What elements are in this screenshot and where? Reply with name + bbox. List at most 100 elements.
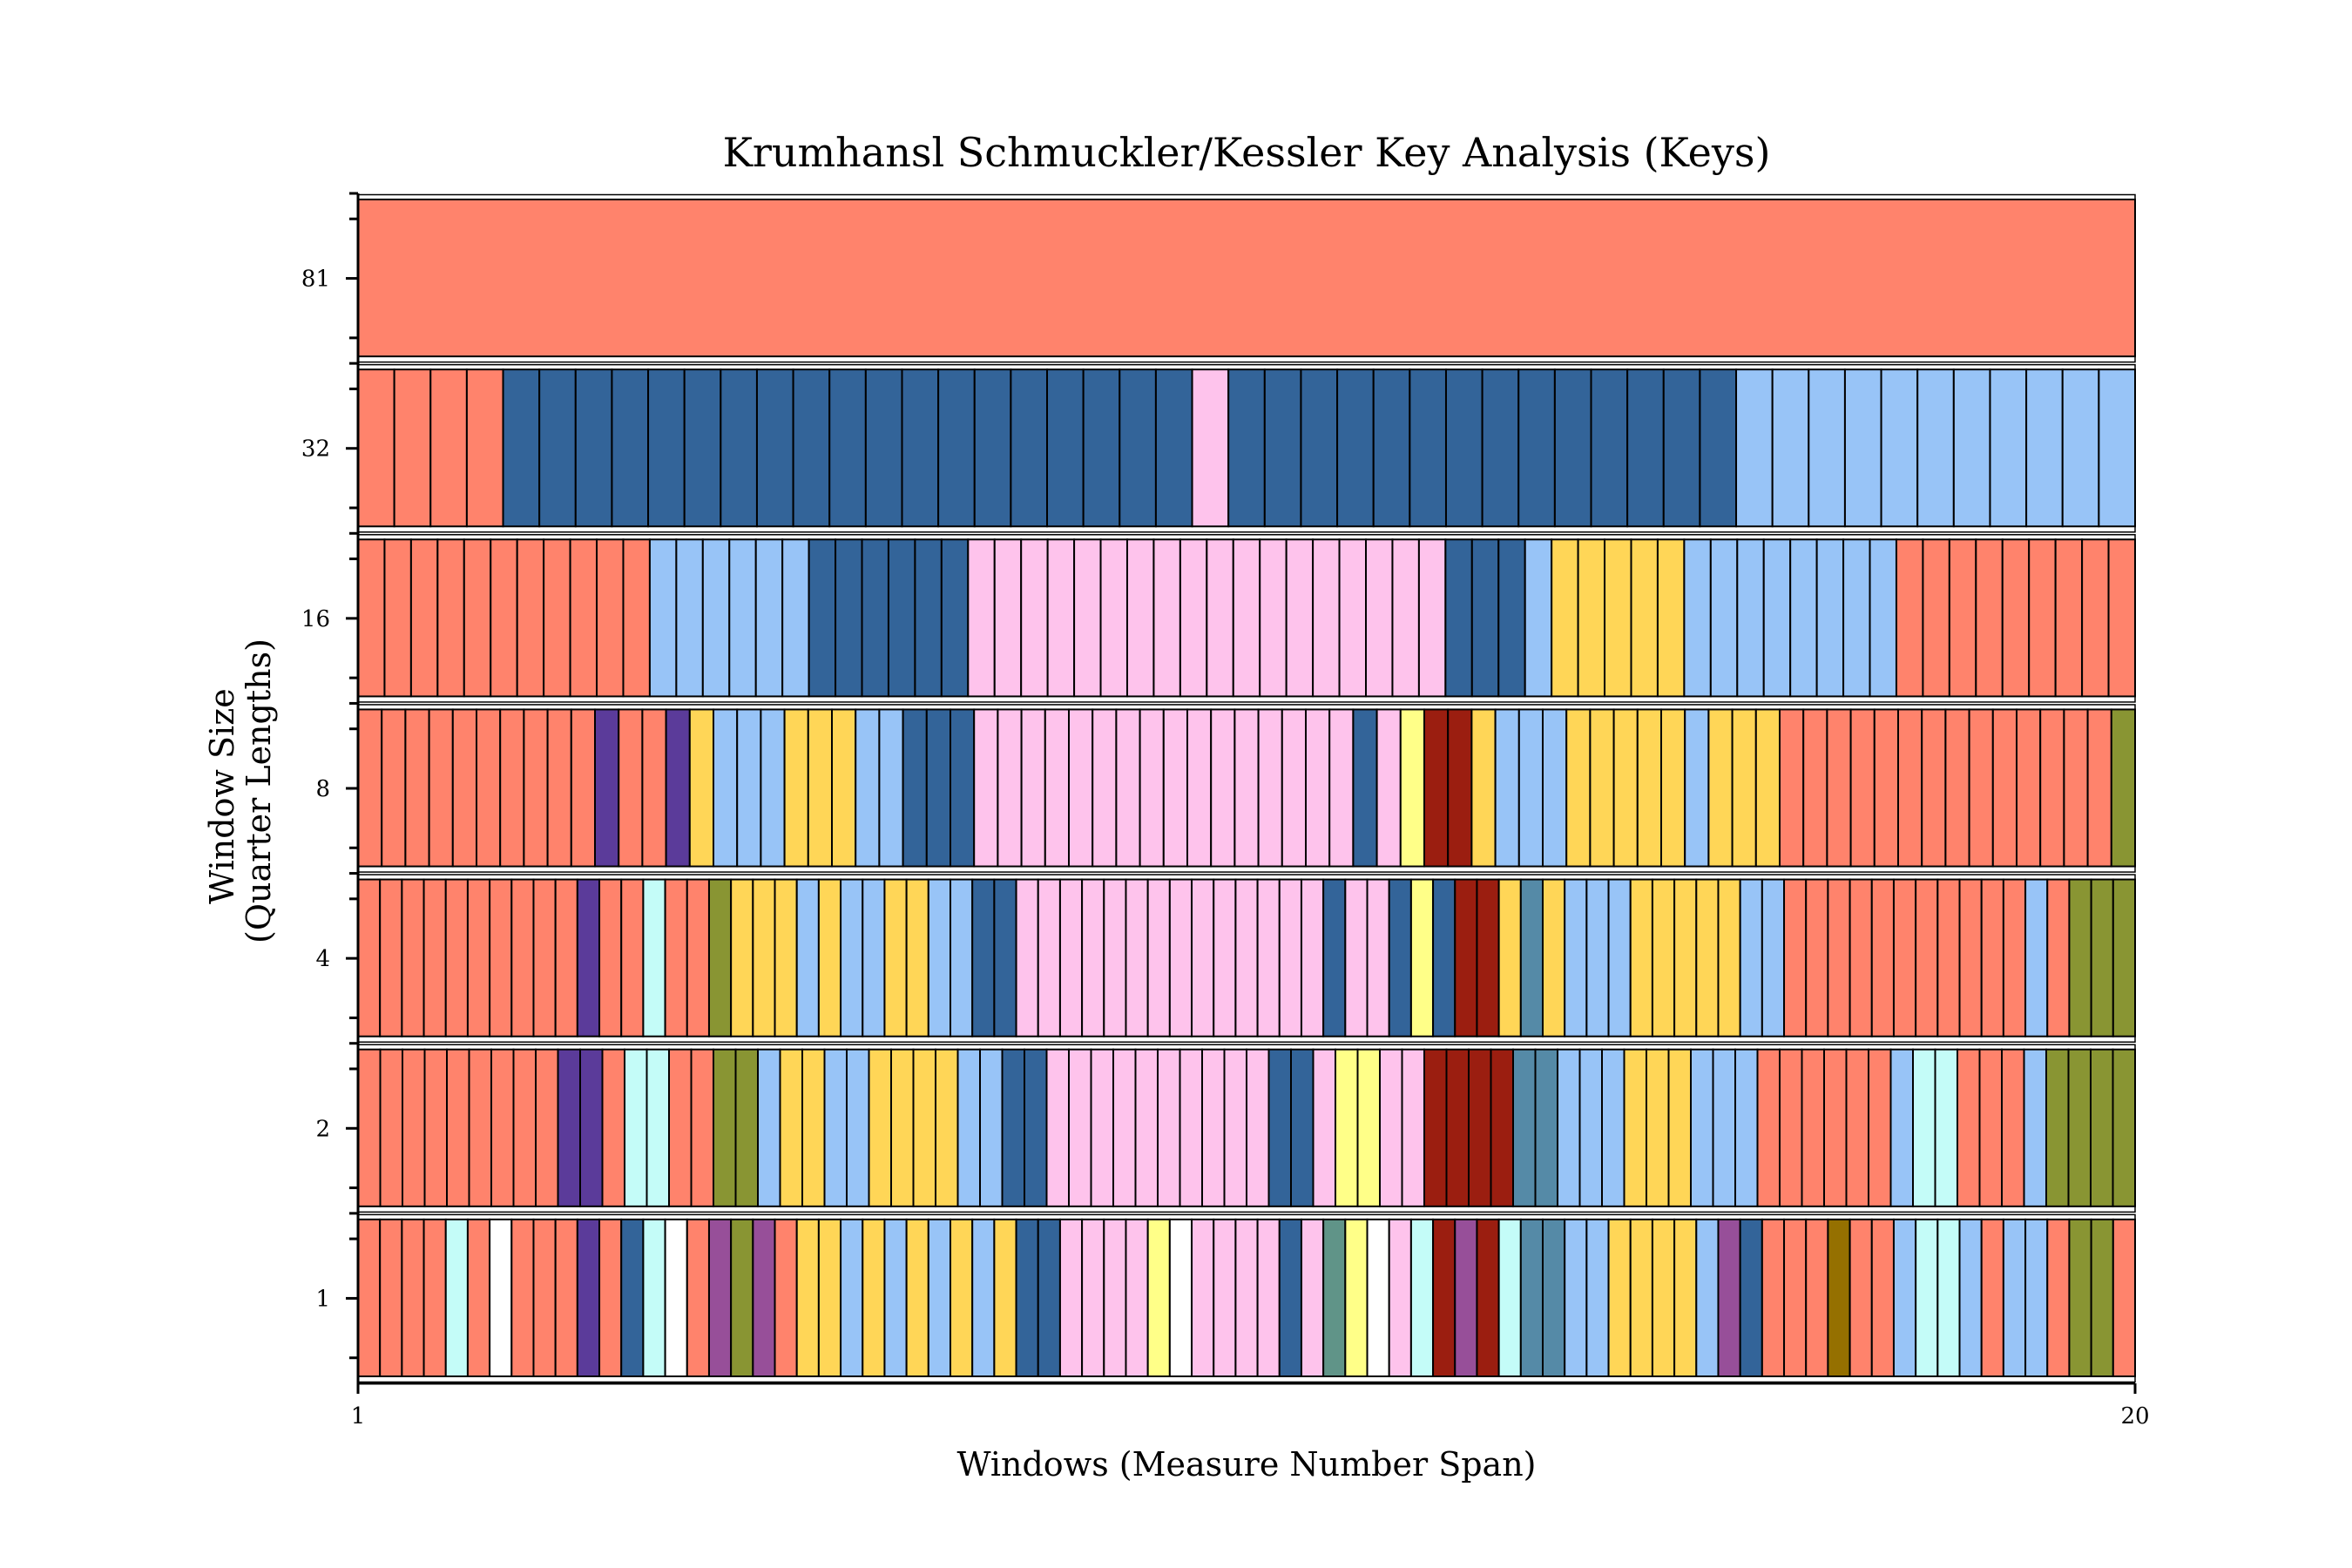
key-window-cell [641, 708, 667, 868]
key-window-cell [1134, 1048, 1159, 1207]
key-window-cell [2054, 538, 2084, 698]
key-window-cell [1112, 1048, 1137, 1207]
key-window-cell [1246, 1048, 1270, 1207]
key-window-cell [2098, 368, 2137, 528]
key-window-cell [1542, 708, 1568, 868]
key-window-cell [997, 708, 1023, 868]
key-window-cell [422, 878, 447, 1037]
window-row-32 [357, 363, 2137, 533]
key-window-cell [1210, 708, 1236, 868]
key-window-cell [1892, 1218, 1917, 1378]
key-window-cell [752, 1218, 776, 1378]
key-window-cell [686, 1218, 710, 1378]
key-window-cell [463, 538, 492, 698]
key-window-cell [868, 1048, 892, 1207]
key-window-cell [489, 878, 513, 1037]
y-tick-label: 1 [315, 1286, 330, 1312]
key-window-cell [1312, 538, 1341, 698]
key-window-cell [665, 708, 691, 868]
key-window-cell [757, 1048, 781, 1207]
y-axis-label: Window Size (Quarter Lengths) [203, 639, 278, 943]
key-window-cell [914, 538, 943, 698]
y-tick-label: 81 [301, 267, 330, 293]
key-window-cell [357, 538, 386, 698]
key-window-cell [393, 368, 432, 528]
key-window-cell [1889, 1048, 1914, 1207]
key-window-cell [1099, 538, 1128, 698]
key-window-cell [383, 538, 412, 698]
key-window-cell [1805, 1218, 1829, 1378]
key-window-cell [973, 368, 1012, 528]
key-window-cell [1103, 1218, 1127, 1378]
key-window-cell [1015, 1218, 1039, 1378]
key-window-cell [1490, 1048, 1514, 1207]
key-window-cell [1880, 368, 1919, 528]
key-window-cell [734, 1048, 759, 1207]
key-window-cell [1168, 878, 1193, 1037]
key-window-cell [1256, 1218, 1281, 1378]
key-window-cell [436, 538, 465, 698]
key-window-cell [1736, 538, 1765, 698]
key-window-cell [1662, 368, 1701, 528]
key-window-cell [1827, 1218, 1851, 1378]
key-window-cell [1695, 878, 1720, 1037]
key-window-cell [1444, 368, 1484, 528]
key-window-cell [887, 538, 916, 698]
key-window-cell [1305, 708, 1331, 868]
key-window-cell [538, 368, 577, 528]
key-window-cell [1921, 708, 1947, 868]
key-window-cell [1497, 878, 1522, 1037]
key-window-cell [1827, 878, 1851, 1037]
key-window-cell [1328, 708, 1355, 868]
key-window-cell [1379, 1048, 1403, 1207]
key-window-cell [701, 538, 731, 698]
key-window-cell [1103, 878, 1127, 1037]
key-window-cell [883, 1218, 908, 1378]
key-window-cell [713, 1048, 737, 1207]
key-window-cell [707, 1218, 733, 1378]
key-window-cell [1660, 708, 1686, 868]
key-window-cell [1024, 1048, 1048, 1207]
key-window-cell [971, 878, 996, 1037]
key-window-cell [840, 1218, 864, 1378]
key-window-cell [379, 1218, 403, 1378]
key-window-cell [754, 538, 784, 698]
key-window-cell [1683, 538, 1712, 698]
key-window-cell [1046, 538, 1076, 698]
key-window-cell [1789, 538, 1818, 698]
key-window-cell [1897, 708, 1923, 868]
key-window-cell [489, 1218, 513, 1378]
key-window-cell [927, 878, 952, 1037]
key-window-cell [1958, 878, 1983, 1037]
key-window-cell [523, 708, 549, 868]
key-window-cell [1290, 1048, 1315, 1207]
key-window-cell [645, 1048, 670, 1207]
key-window-cell [2063, 708, 2089, 868]
key-window-cell [1366, 1218, 1390, 1378]
key-window-cell [570, 708, 596, 868]
key-window-cell [1991, 708, 2018, 868]
key-window-cell [1115, 708, 1141, 868]
key-window-cell [401, 878, 425, 1037]
key-window-cell [444, 878, 469, 1037]
key-window-cell [1707, 708, 1734, 868]
key-window-cell [1399, 708, 1426, 868]
key-window-cell [2024, 878, 2049, 1037]
key-window-cell [912, 1048, 936, 1207]
key-window-cell [1045, 1048, 1070, 1207]
key-window-cell [598, 878, 623, 1037]
key-window-cell [1470, 538, 1500, 698]
key-window-cell [686, 878, 710, 1037]
key-window-cell [795, 878, 820, 1037]
key-window-cell [1336, 368, 1375, 528]
key-window-cell [1285, 538, 1315, 698]
key-window-cell [648, 538, 678, 698]
key-window-cell [973, 708, 999, 868]
key-window-cell [971, 1218, 996, 1378]
key-window-cell [1300, 368, 1339, 528]
key-window-cell [1401, 1048, 1425, 1207]
key-window-cell [779, 1048, 803, 1207]
key-window-cell [624, 1048, 648, 1207]
key-window-cell [1915, 1218, 1939, 1378]
key-window-cell [422, 1218, 447, 1378]
